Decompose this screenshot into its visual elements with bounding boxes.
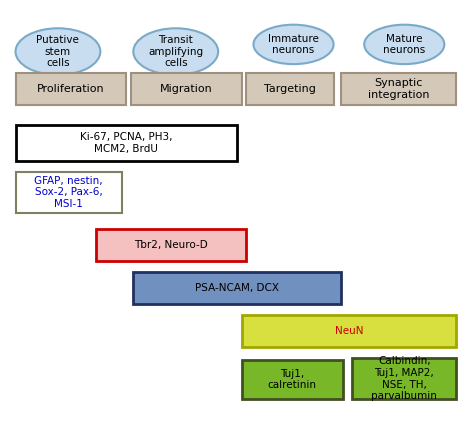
FancyBboxPatch shape — [246, 73, 334, 105]
Text: Synaptic
integration: Synaptic integration — [368, 78, 429, 100]
FancyBboxPatch shape — [131, 73, 242, 105]
Text: Proliferation: Proliferation — [37, 84, 105, 94]
FancyBboxPatch shape — [242, 360, 343, 399]
Ellipse shape — [254, 25, 334, 64]
FancyBboxPatch shape — [133, 272, 341, 304]
FancyBboxPatch shape — [16, 125, 237, 161]
Text: Tuj1,
calretinin: Tuj1, calretinin — [268, 369, 317, 391]
FancyBboxPatch shape — [16, 73, 126, 105]
Text: Transit
amplifying
cells: Transit amplifying cells — [148, 35, 203, 68]
Text: Immature
neurons: Immature neurons — [268, 34, 319, 55]
Text: Ki-67, PCNA, PH3,
MCM2, BrdU: Ki-67, PCNA, PH3, MCM2, BrdU — [80, 132, 173, 154]
FancyBboxPatch shape — [96, 229, 246, 261]
Text: PSA-NCAM, DCX: PSA-NCAM, DCX — [195, 283, 279, 293]
Text: Calbindin,
Tuj1, MAP2,
NSE, TH,
parvalbumin: Calbindin, Tuj1, MAP2, NSE, TH, parvalbu… — [371, 356, 437, 401]
FancyBboxPatch shape — [353, 358, 456, 399]
Text: Mature
neurons: Mature neurons — [383, 34, 425, 55]
Text: Migration: Migration — [160, 84, 213, 94]
Text: GFAP, nestin,
Sox-2, Pax-6,
MSI-1: GFAP, nestin, Sox-2, Pax-6, MSI-1 — [34, 176, 103, 209]
Ellipse shape — [133, 28, 218, 75]
FancyBboxPatch shape — [242, 315, 456, 347]
Text: NeuN: NeuN — [335, 326, 363, 336]
Text: Targeting: Targeting — [264, 84, 316, 94]
Text: Putative
stem
cells: Putative stem cells — [36, 35, 79, 68]
FancyBboxPatch shape — [16, 172, 121, 213]
Ellipse shape — [364, 25, 444, 64]
FancyBboxPatch shape — [341, 73, 456, 105]
Text: Tbr2, Neuro-D: Tbr2, Neuro-D — [134, 240, 208, 250]
Ellipse shape — [16, 28, 100, 75]
